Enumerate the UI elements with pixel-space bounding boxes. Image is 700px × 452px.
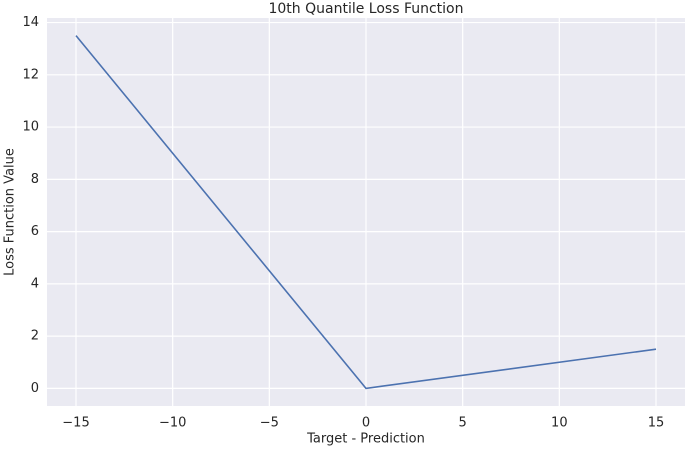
y-tick-label: 14 (22, 15, 39, 30)
x-tick-label: 15 (648, 416, 665, 431)
x-tick-label: −15 (62, 416, 89, 431)
y-axis-label: Loss Function Value (3, 148, 18, 276)
x-axis-label: Target - Prediction (306, 432, 425, 447)
x-tick-label: 10 (551, 416, 568, 431)
y-tick-label: 12 (22, 67, 39, 82)
x-tick-label: 5 (459, 416, 467, 431)
y-tick-label: 4 (31, 276, 39, 291)
y-tick-label: 0 (31, 381, 39, 396)
data-line (75, 35, 657, 390)
y-tick-label: 2 (31, 329, 39, 344)
y-tick-label: 8 (31, 172, 39, 187)
y-tick-label: 10 (22, 120, 39, 135)
x-tick-label: −10 (159, 416, 186, 431)
y-tick-label: 6 (31, 224, 39, 239)
x-tick-label: −5 (260, 416, 279, 431)
x-tick-label: 0 (362, 416, 370, 431)
chart-title: 10th Quantile Loss Function (268, 1, 463, 17)
